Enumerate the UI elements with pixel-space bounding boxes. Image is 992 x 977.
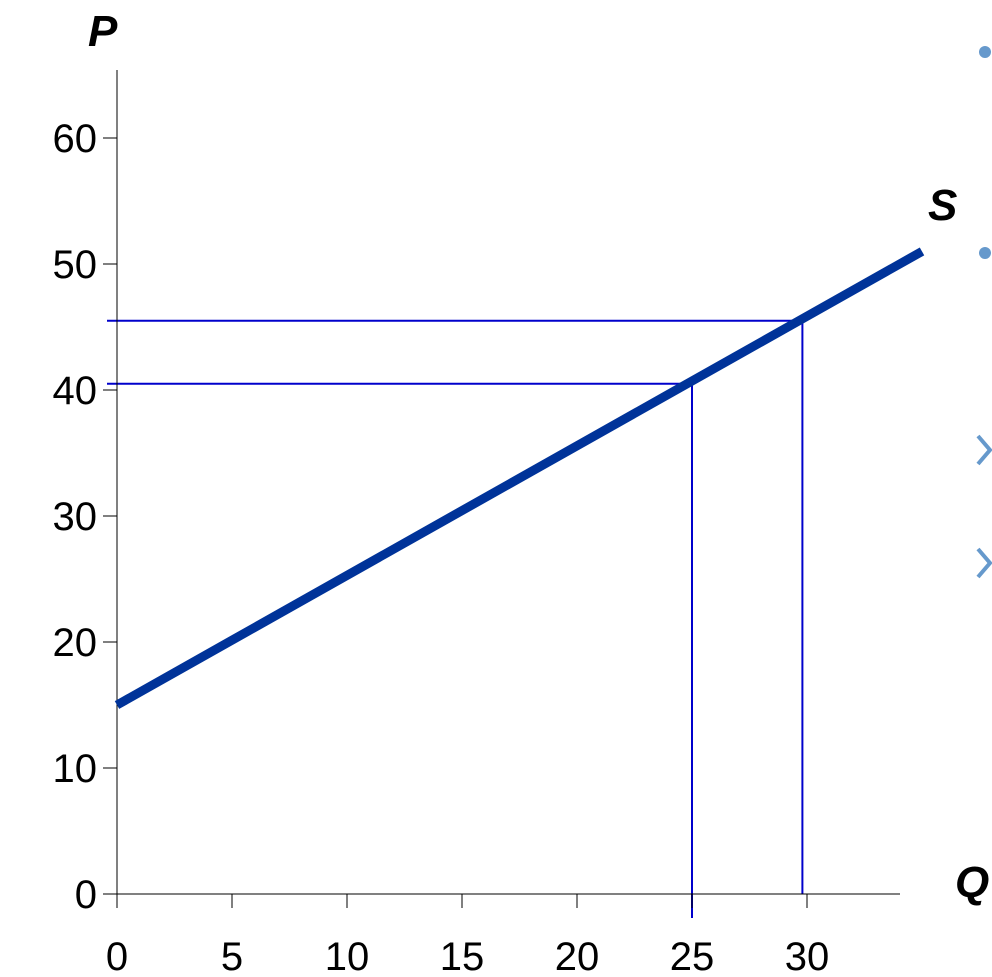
y-axis-label: P — [88, 7, 118, 56]
y-tick-label: 10 — [53, 747, 98, 791]
x-tick-label: 20 — [555, 935, 600, 977]
x-tick-label: 0 — [106, 935, 128, 977]
series-layer — [114, 247, 925, 709]
x-axis-ticks: 0 5 10 15 20 25 30 — [106, 894, 829, 977]
y-tick-label: 50 — [53, 243, 98, 287]
chevron-bullet-icon — [976, 434, 992, 466]
x-axis-label: Q — [955, 858, 989, 907]
y-tick-label: 60 — [53, 117, 98, 161]
reference-lines — [107, 314, 804, 918]
supply-curve-line — [114, 247, 925, 709]
supply-curve-label: S — [928, 181, 957, 230]
slide-bullets — [976, 46, 992, 579]
axes: 0 10 20 30 40 50 60 0 5 10 15 20 25 30 — [53, 70, 900, 977]
y-tick-label: 40 — [53, 369, 98, 413]
x-tick-label: 5 — [221, 935, 243, 977]
y-tick-label: 30 — [53, 495, 98, 539]
y-tick-label: 0 — [75, 873, 97, 917]
round-bullet-icon — [979, 46, 991, 58]
y-tick-label: 20 — [53, 621, 98, 665]
x-tick-label: 15 — [440, 935, 485, 977]
chevron-bullet-icon — [976, 547, 992, 579]
x-tick-label: 25 — [670, 935, 715, 977]
round-bullet-icon — [979, 247, 991, 259]
x-tick-label: 30 — [785, 935, 830, 977]
x-tick-label: 10 — [325, 935, 370, 977]
y-axis-ticks: 0 10 20 30 40 50 60 — [53, 117, 117, 917]
